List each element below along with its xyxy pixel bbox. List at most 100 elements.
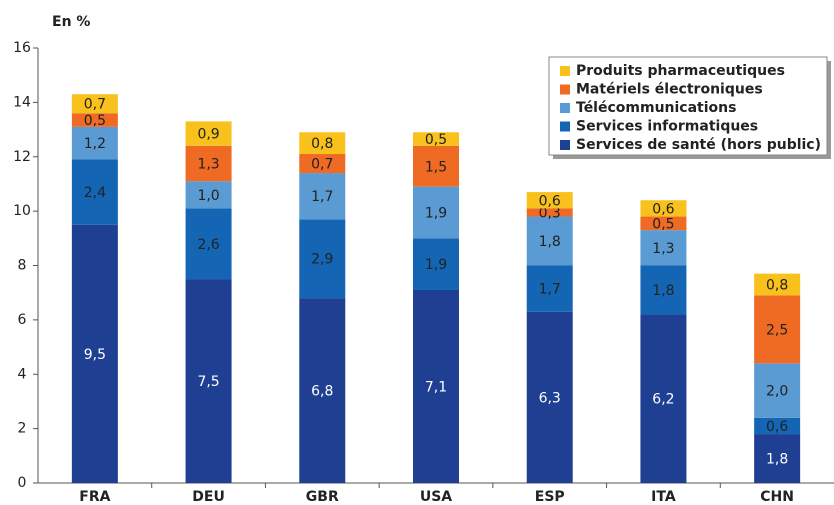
bar-segment [185,121,232,146]
x-tick-label: CHN [760,489,794,505]
value-label: 6,8 [311,384,333,400]
value-label: 2,4 [84,185,106,201]
value-label: 1,9 [425,205,447,221]
y-tick-label: 4 [18,366,27,382]
bar-segment [413,289,459,483]
legend-label: Services de santé (hors public) [576,137,821,153]
value-label: 1,0 [197,188,219,204]
y-tick-label: 14 [13,94,31,110]
y-tick-label: 16 [13,40,31,56]
bar-segment [299,173,346,220]
value-label: 1,8 [652,283,674,299]
y-tick-label: 0 [18,475,27,491]
legend-box [548,56,828,156]
x-tick-label: USA [420,489,452,505]
bar-segment [640,230,687,266]
x-tick-label: DEU [192,489,225,505]
bar-segment [185,145,232,182]
value-label: 6,2 [652,392,674,408]
y-tick-label: 8 [18,258,27,274]
bar-segment [413,238,459,290]
value-label: 1,9 [425,257,447,273]
bar-segment [413,132,459,146]
bar-segment [526,208,573,217]
legend-swatch [560,121,570,132]
bar-segment [299,132,346,155]
bar-segment [413,186,459,239]
value-label: 0,6 [652,201,674,217]
value-label: 0,7 [311,157,333,173]
bar-segment [526,192,573,209]
bar-segment [640,216,687,231]
value-label: 2,5 [766,322,788,338]
value-label: 1,7 [311,189,333,205]
value-label: 1,7 [539,282,561,298]
bar-segment [754,417,801,435]
value-label: 2,9 [311,252,333,268]
value-label: 2,6 [197,237,219,253]
y-axis-label: En % [52,14,90,30]
bar-segment [71,224,118,483]
value-label: 0,5 [425,132,447,148]
value-label: 1,2 [84,136,106,152]
value-label: 0,6 [539,193,561,209]
x-tick-label: ITA [651,489,676,505]
bar-segment [754,295,801,364]
x-tick-label: ESP [535,489,565,505]
bar-segment [185,181,232,209]
value-label: 6,3 [539,390,561,406]
legend-label: Produits pharmaceutiques [576,63,785,79]
bar-segment [640,265,687,315]
value-label: 2,0 [766,384,788,400]
legend-label: Services informatiques [576,119,758,135]
bar-segment [71,113,118,127]
y-tick-label: 12 [13,149,31,165]
value-label: 0,5 [652,216,674,232]
legend-swatch [560,66,570,76]
legend-label: Télécommunications [576,100,736,116]
bar-segment [754,363,801,418]
value-label: 0,6 [766,419,788,435]
y-tick-label: 6 [18,312,27,328]
value-label: 7,1 [425,379,447,395]
value-label: 1,3 [652,241,674,257]
bar-segment [526,216,573,266]
value-label: 1,8 [766,452,788,468]
bar-segment [526,311,573,483]
bar-segment [526,265,573,312]
bar-segment [640,314,687,483]
value-label: 0,8 [311,136,333,152]
bar-segment [413,145,459,187]
y-tick-label: 10 [13,203,31,219]
bar-segment [185,279,232,483]
value-label: 0,9 [197,127,219,143]
bar-segment [754,273,801,296]
value-label: 0,8 [766,278,788,294]
value-label: 0,7 [84,97,106,113]
value-label: 1,8 [539,234,561,250]
y-tick-label: 2 [18,421,27,437]
value-label: 7,5 [197,374,219,390]
bar-segment [299,298,346,483]
value-label: 9,5 [84,347,106,363]
value-label: 1,5 [425,159,447,175]
bar-segment [299,219,346,299]
x-tick-label: GBR [306,489,339,505]
bar-segment [71,126,118,160]
legend-swatch [560,103,570,113]
bar-segment [185,208,232,280]
legend-label: Matériels électroniques [576,82,763,98]
value-label: 1,3 [197,157,219,173]
bar-segment [71,159,118,225]
legend-swatch [560,140,570,150]
bar-segment [299,154,346,174]
bar-segment [640,200,687,217]
value-label: 0,5 [84,113,106,129]
x-tick-label: FRA [79,489,110,505]
legend-swatch [560,84,570,95]
bar-segment [754,434,801,483]
bar-segment [71,94,118,114]
value-label: 0,3 [539,205,561,221]
